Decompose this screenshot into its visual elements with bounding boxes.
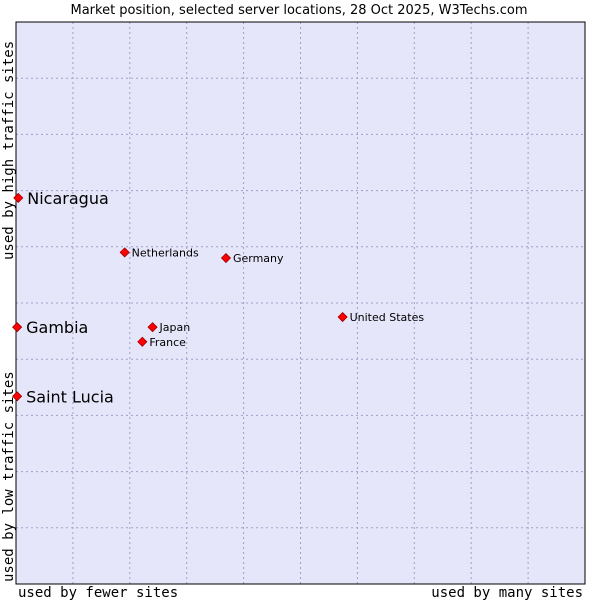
marker-saint-lucia xyxy=(12,391,23,402)
point-nicaragua: Nicaragua xyxy=(13,189,109,208)
data-points: Nicaragua Netherlands Germany United States… xyxy=(12,189,425,406)
marker-united-states xyxy=(337,311,348,323)
marker-netherlands xyxy=(119,247,130,258)
label-united-states: United States xyxy=(350,311,425,324)
marker-germany xyxy=(220,252,232,264)
point-saint-lucia: Saint Lucia xyxy=(12,387,114,406)
point-netherlands: Netherlands xyxy=(119,246,199,259)
label-germany: Germany xyxy=(233,252,284,265)
label-saint-lucia: Saint Lucia xyxy=(26,387,114,406)
point-united-states: United States xyxy=(337,311,425,324)
point-gambia: Gambia xyxy=(12,318,88,337)
marker-japan xyxy=(147,322,158,333)
label-france: France xyxy=(149,336,186,349)
label-nicaragua: Nicaragua xyxy=(27,189,109,208)
marker-france xyxy=(137,336,148,347)
y-axis-label-bottom: used by low traffic sites xyxy=(1,371,17,582)
point-france: France xyxy=(137,336,186,349)
plot-border xyxy=(15,21,586,585)
chart-title: Market position, selected server locatio… xyxy=(70,3,527,18)
x-axis-label-right: used by many sites xyxy=(431,585,583,600)
label-gambia: Gambia xyxy=(26,318,88,337)
marker-nicaragua xyxy=(13,192,24,203)
label-japan: Japan xyxy=(159,321,191,334)
grid-lines xyxy=(16,22,585,584)
marker-gambia xyxy=(12,322,23,333)
x-axis-label-left: used by fewer sites xyxy=(18,585,178,600)
point-germany: Germany xyxy=(220,252,284,265)
point-japan: Japan xyxy=(147,321,191,334)
y-axis-label-top: used by high traffic sites xyxy=(1,41,17,260)
label-netherlands: Netherlands xyxy=(132,246,199,259)
